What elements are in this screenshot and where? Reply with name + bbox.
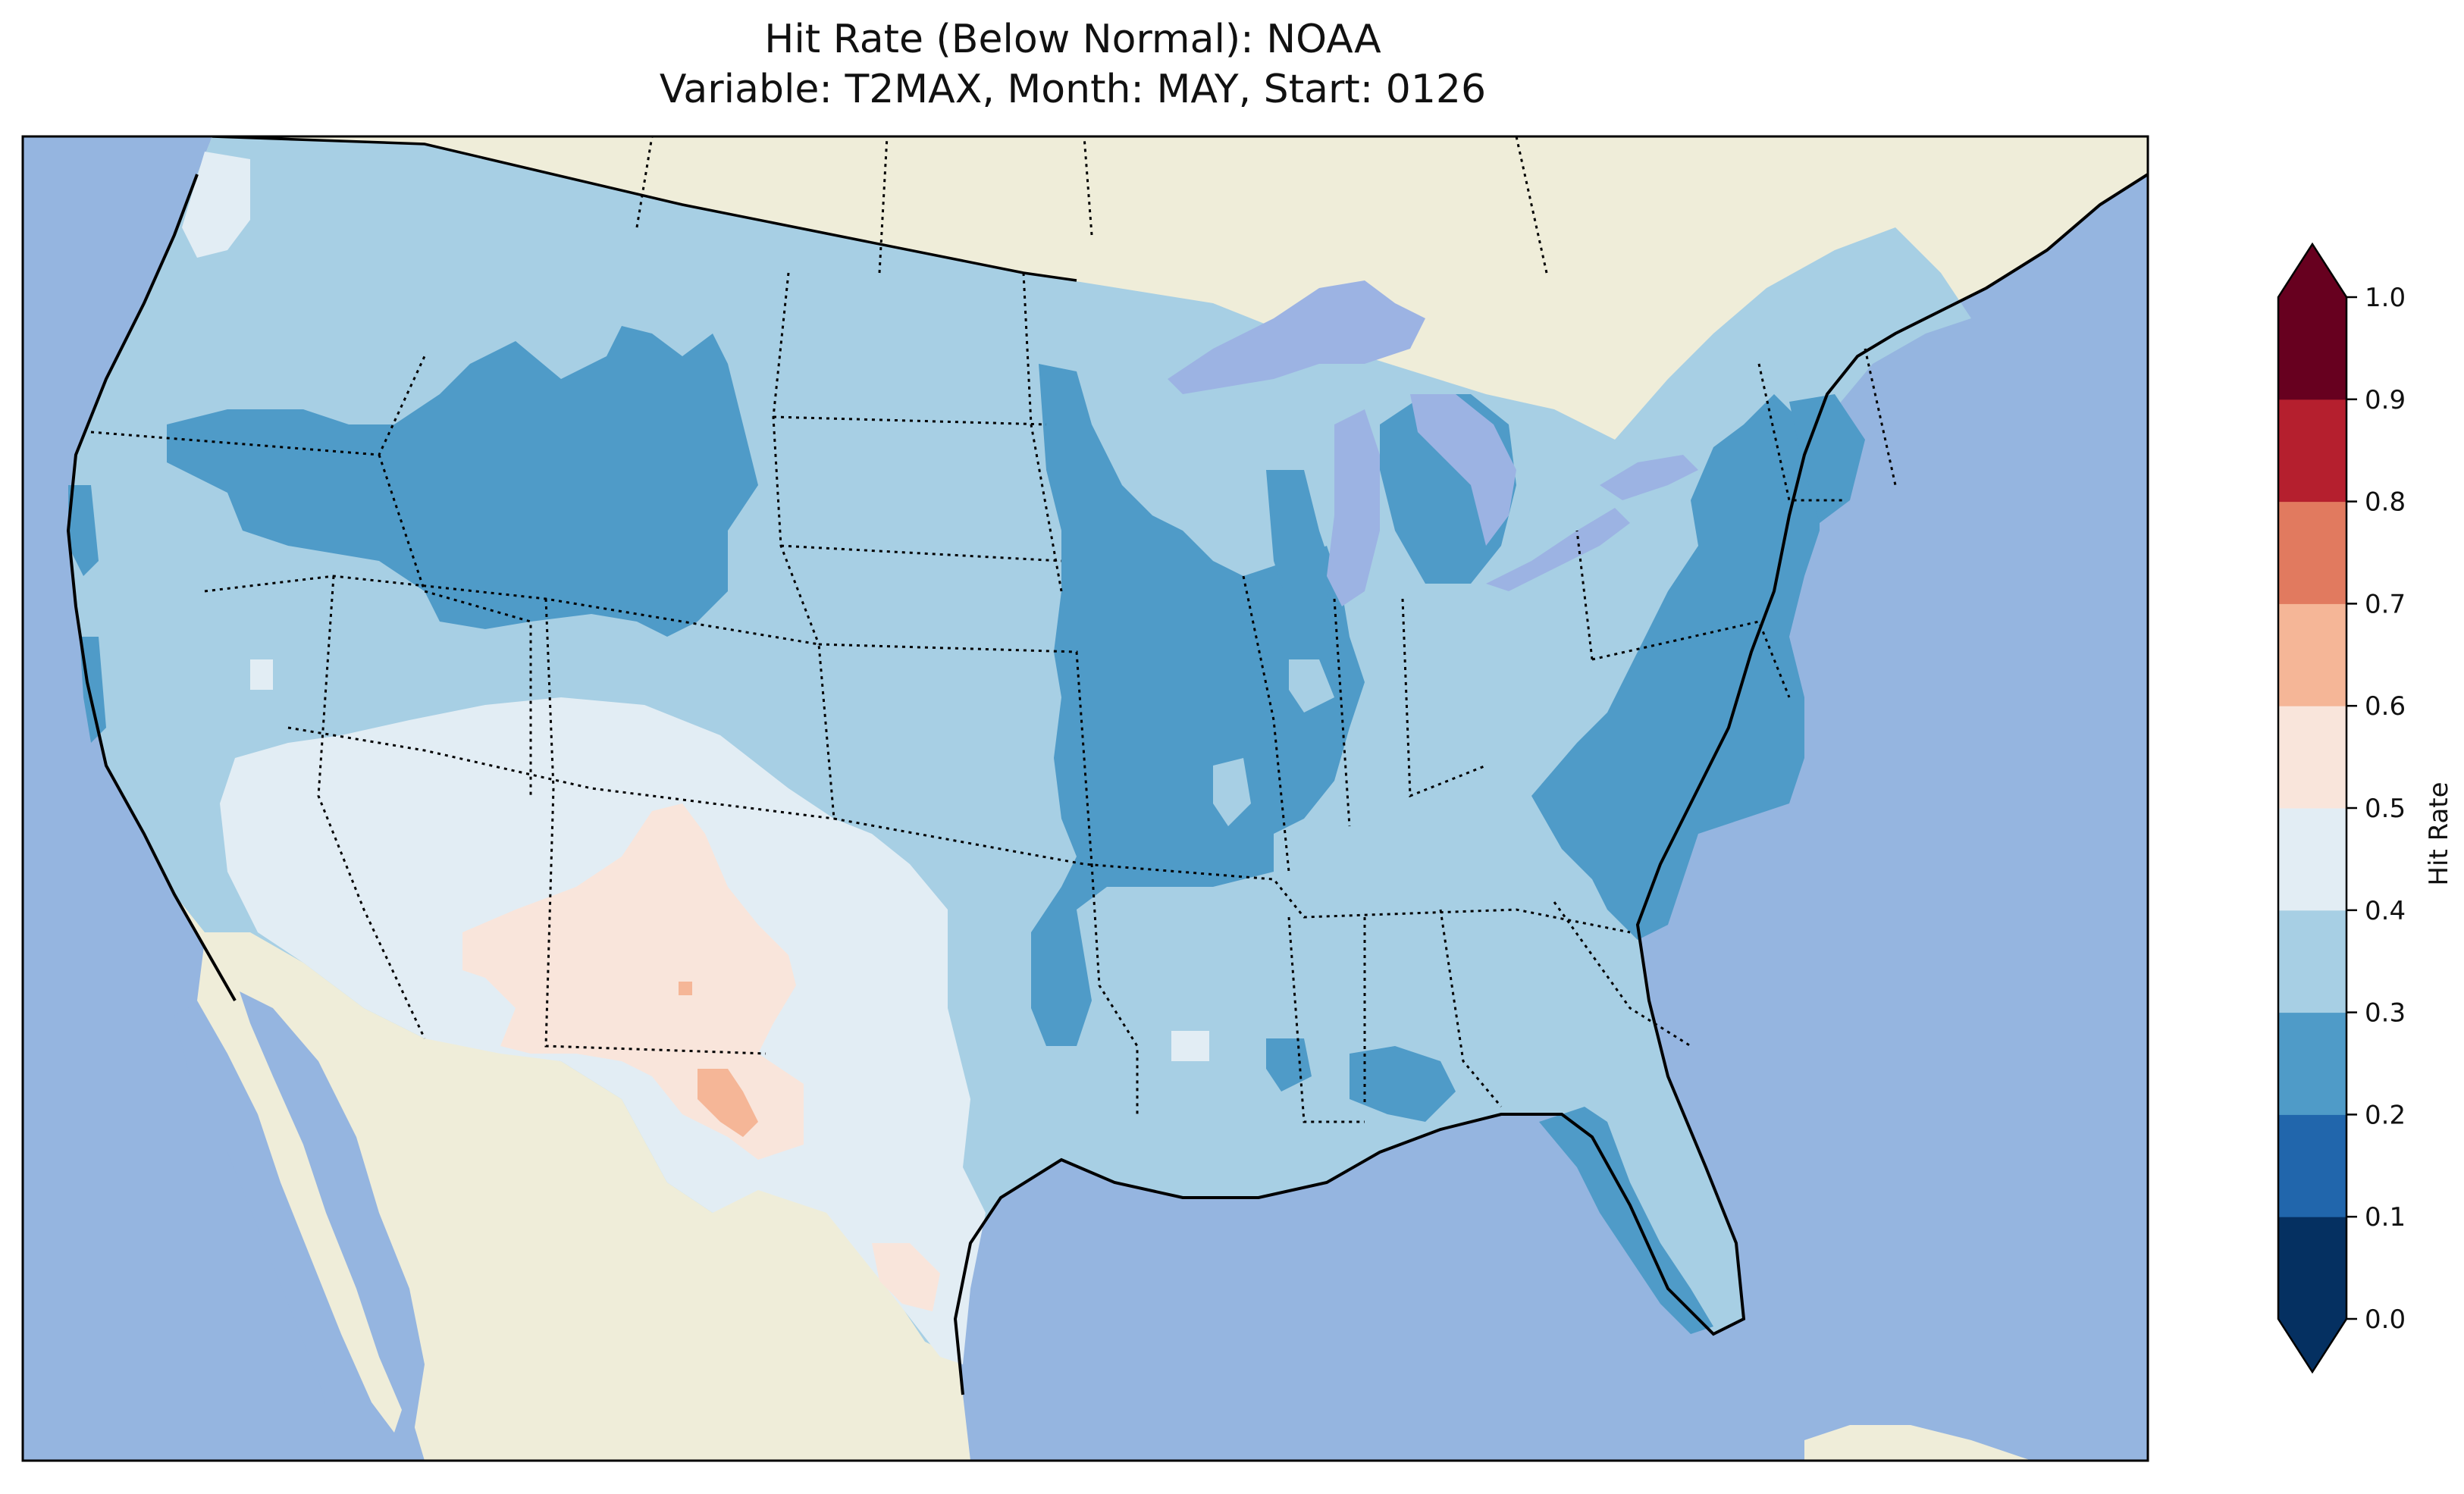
colorbar-extend-min [2278,1319,2346,1372]
field-northern-rockies-02-03 [167,326,758,637]
colorbar-label: Hit Rate [2424,781,2454,885]
map-title-line-2: Variable: T2MAX, Month: MAY, Start: 0126 [659,67,1487,112]
field-pnw-04-05 [182,152,250,258]
lake-erie [1486,508,1630,591]
colorbar-bin [2278,910,2346,1013]
colorbar-tick-label: 0.8 [2365,487,2406,518]
field-ne-02-03 [1789,394,1865,523]
colorbar-bin [2278,808,2346,911]
state-borders [90,136,1897,1123]
field-tn-03-04 [1289,659,1334,713]
colorbar-tick-label: 0.3 [2365,998,2406,1029]
lake-michigan [1327,409,1380,606]
colorbar-extend-max [2278,244,2346,297]
field-gulf-coast-02-03 [1350,1046,1456,1122]
colorbar-tick-label: 0.2 [2365,1100,2406,1130]
lake-superior [1168,280,1425,394]
field-florida-02-03 [1539,1107,1713,1334]
colorbar-bin [2278,1114,2346,1217]
colorbar-bin [2278,1217,2346,1320]
colorbar-tick-label: 1.0 [2365,283,2406,313]
colorbar-bin [2278,297,2346,400]
colorbar-ticks: 0.0 0.1 0.2 0.3 0.4 0.5 0.6 0.7 0.8 0.9 1.0 [2346,283,2406,1335]
coastline-gulf [953,173,2148,1395]
colorbar-tick-label: 0.6 [2365,691,2406,722]
field-nm-pixel-06-07 [679,982,692,995]
colorbar-bin [2278,706,2346,809]
border-canada [212,136,1077,282]
colorbar-tick-label: 0.0 [2365,1305,2406,1335]
field-michigan-02-03 [1266,470,1334,622]
colorbar-tick-label: 0.1 [2365,1202,2406,1232]
colorbar-bins [2277,242,2348,1374]
colorbar-tick-label: 0.7 [2365,589,2406,619]
lake-ontario [1600,455,1698,500]
colorbar-tick-label: 0.5 [2365,794,2406,824]
field-ca-coast-02-03 [80,637,106,743]
map-frame [21,135,2149,1462]
field-mississippi-inner-03-04 [1213,758,1251,826]
colorbar-tick-label: 0.4 [2365,896,2406,926]
map-title-line-1: Hit Rate (Below Normal): NOAA [764,17,1381,62]
field-id-pocket-04-05 [250,659,273,690]
cuba [1804,1425,2032,1461]
field-mississippi-valley-02-03 [1031,364,1365,1046]
colorbar-bin [2278,399,2346,503]
field-nw-coast-02-03 [68,485,99,576]
field-al-pocket-04-05 [1171,1031,1209,1061]
lake-huron [1410,394,1516,546]
colorbar-bin [2278,501,2346,604]
field-south-texas-05-06 [872,1243,940,1311]
coastline-west [66,174,237,1001]
colorbar-bin [2278,1012,2346,1115]
baja-peninsula [197,940,402,1433]
colorbar-bin [2278,603,2346,706]
field-west-texas-06-07 [698,1069,758,1137]
field-mid-atlantic-02-03 [1531,394,1820,940]
colorbar-tick-label: 0.9 [2365,385,2406,415]
